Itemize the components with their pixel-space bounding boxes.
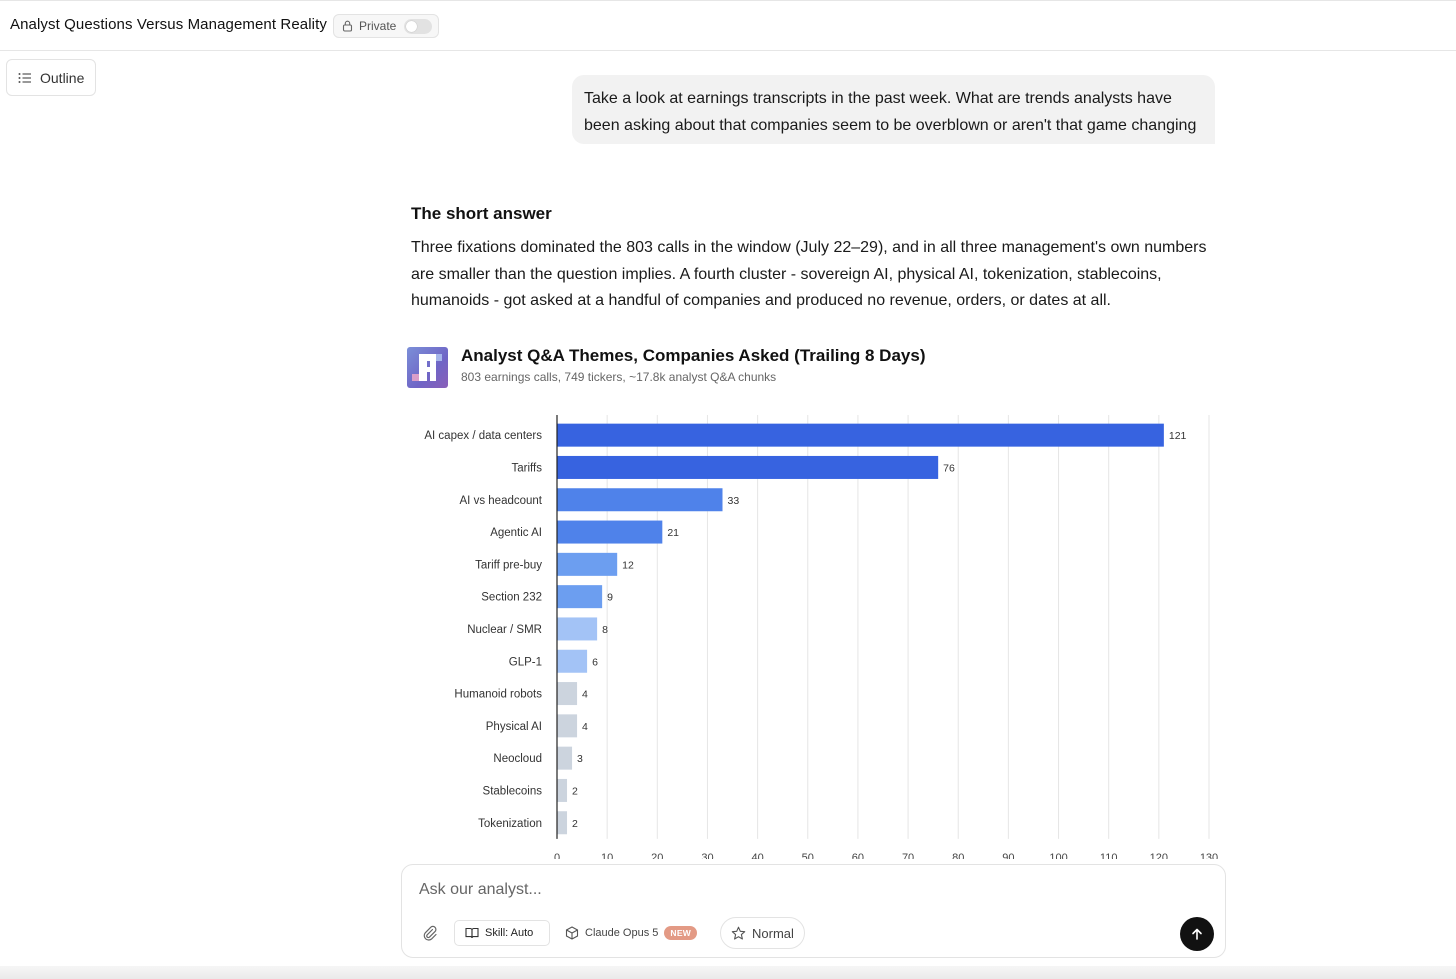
x-tick-label: 70 — [902, 852, 914, 859]
value-label: 33 — [728, 495, 740, 507]
value-label: 4 — [582, 721, 588, 733]
x-tick-label: 0 — [554, 852, 560, 859]
category-label: Stablecoins — [483, 785, 543, 797]
x-tick-label: 10 — [601, 852, 613, 859]
x-tick-label: 40 — [751, 852, 763, 859]
bar — [557, 746, 573, 770]
message-composer: Skill: Auto Claude Opus 5 NEW Normal — [401, 864, 1226, 958]
chart-subtitle: 803 earnings calls, 749 tickers, ~17.8k … — [461, 370, 777, 384]
x-tick-label: 100 — [1049, 852, 1067, 859]
mode-button[interactable]: Normal — [720, 917, 805, 949]
top-bar: Analyst Questions Versus Management Real… — [0, 0, 1456, 51]
chart-title: Analyst Q&A Themes, Companies Asked (Tra… — [461, 346, 926, 365]
bar-chart: AI capex / data centers 121 Tariffs 76 AI vs… — [424, 415, 1218, 859]
answer-heading: The short answer — [411, 204, 552, 223]
value-label: 2 — [572, 785, 578, 797]
category-label: AI vs headcount — [460, 495, 543, 507]
x-tick-label: 130 — [1200, 852, 1218, 859]
answer-body: Three fixations dominated the 803 calls … — [411, 239, 1207, 309]
book-icon — [465, 927, 479, 939]
bar — [557, 617, 598, 641]
x-tick-label: 110 — [1100, 852, 1118, 859]
category-label: Neocloud — [493, 753, 542, 765]
x-tick-label: 30 — [701, 852, 713, 859]
brand-logo — [407, 347, 448, 388]
star-icon — [731, 926, 746, 940]
x-tick-label: 50 — [802, 852, 814, 859]
x-tick-label: 90 — [1002, 852, 1014, 859]
x-tick-label: 60 — [852, 852, 864, 859]
bar — [557, 455, 939, 479]
value-label: 12 — [622, 559, 634, 571]
category-label: Section 232 — [481, 592, 542, 604]
user-message: Take a look at earnings transcripts in t… — [572, 75, 1215, 144]
bar — [557, 488, 723, 512]
list-icon — [18, 72, 31, 83]
category-label: AI capex / data centers — [424, 430, 542, 442]
x-tick-label: 120 — [1150, 852, 1168, 859]
category-label: Agentic AI — [490, 527, 542, 539]
category-label: Physical AI — [486, 721, 542, 733]
category-label: Tokenization — [478, 818, 542, 830]
value-label: 8 — [602, 624, 608, 636]
skill-label: Skill: Auto — [485, 927, 534, 939]
value-label: 6 — [592, 656, 598, 668]
value-label: 21 — [667, 527, 679, 539]
value-label: 121 — [1169, 430, 1187, 442]
bar — [557, 423, 1164, 447]
bar — [557, 649, 588, 673]
bottom-edge — [0, 966, 1456, 979]
value-label: 76 — [943, 462, 955, 474]
value-label: 3 — [577, 753, 583, 765]
bar — [557, 811, 568, 835]
arrow-up-icon — [1192, 928, 1202, 940]
bar — [557, 585, 603, 609]
bar — [557, 778, 568, 802]
x-tick-label: 20 — [651, 852, 663, 859]
private-toggle[interactable]: Private — [333, 14, 439, 38]
private-switch[interactable] — [404, 19, 432, 34]
bar — [557, 520, 663, 544]
value-label: 2 — [572, 818, 578, 830]
value-label: 4 — [582, 689, 588, 701]
bar — [557, 682, 578, 706]
category-label: Tariffs — [512, 462, 543, 474]
paperclip-icon[interactable] — [422, 925, 438, 941]
private-label: Private — [359, 19, 397, 33]
category-label: GLP-1 — [509, 656, 542, 668]
bar — [557, 552, 618, 576]
category-label: Humanoid robots — [454, 689, 542, 701]
category-label: Nuclear / SMR — [467, 624, 542, 636]
cube-icon — [565, 926, 579, 940]
x-tick-label: 80 — [952, 852, 964, 859]
category-label: Tariff pre-buy — [475, 559, 542, 571]
value-label: 9 — [607, 592, 613, 604]
mode-label: Normal — [752, 925, 794, 941]
send-button[interactable] — [1180, 917, 1214, 951]
model-selector[interactable]: Claude Opus 5 NEW — [565, 920, 698, 946]
new-badge: NEW — [664, 926, 698, 940]
lock-icon — [342, 20, 353, 32]
outline-label: Outline — [40, 69, 85, 86]
bar — [557, 714, 578, 738]
outline-button[interactable]: Outline — [6, 59, 96, 96]
page-title: Analyst Questions Versus Management Real… — [10, 16, 327, 33]
chat-input[interactable] — [419, 881, 1059, 899]
model-label: Claude Opus 5 — [585, 927, 659, 939]
skill-button[interactable]: Skill: Auto — [454, 920, 550, 946]
